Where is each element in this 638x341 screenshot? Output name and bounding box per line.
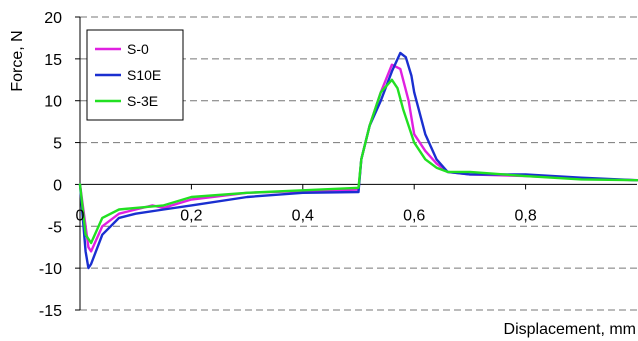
x-tick-label: 0,2: [180, 207, 202, 224]
series-line: [78, 78, 638, 245]
x-tick-label: 0,8: [514, 207, 536, 224]
y-tick-label: 15: [44, 52, 62, 69]
legend-label: S-0: [127, 41, 149, 57]
y-tick-label: 0: [53, 177, 62, 194]
y-tick-label: -15: [39, 303, 62, 320]
legend: S-0 S10E S-3E: [86, 29, 184, 121]
y-tick-label: 10: [44, 94, 62, 111]
legend-label: S-3E: [127, 93, 158, 109]
x-tick-label: 0,6: [403, 207, 425, 224]
x-tick-label: 0: [76, 207, 85, 224]
y-tick-label: 20: [44, 10, 62, 27]
legend-label: S10E: [127, 67, 161, 83]
series-lines: [78, 51, 638, 270]
tick-labels: -15 -10 -5 0 5 10 15 20 0 0,2 0,4 0,6 0,8: [39, 10, 537, 320]
x-axis-title: Displacement, mm: [504, 321, 636, 338]
y-tick-label: 5: [53, 136, 62, 153]
y-tick-label: -10: [39, 261, 62, 278]
y-axis-title: Force, N: [9, 30, 26, 91]
x-tick-label: 0,4: [292, 207, 314, 224]
y-tick-label: -5: [48, 219, 62, 236]
